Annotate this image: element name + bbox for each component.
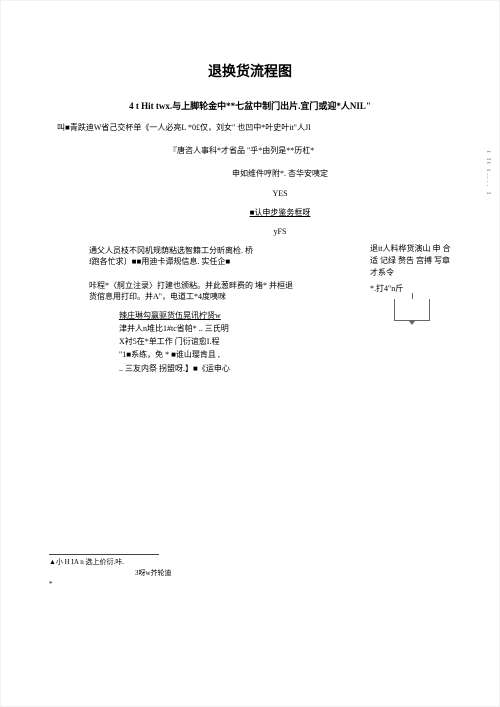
- yfs-label: yFS: [109, 226, 451, 237]
- yes-label: YES: [109, 188, 451, 199]
- footnote-2: 3呀w芥轮迪: [135, 568, 451, 579]
- subtitle-line: 4 t Hit twx.与上脚轮金中**七盆中制门出片.宜门或迎*人NIL": [49, 99, 451, 112]
- arrow-down-icon: [409, 321, 415, 325]
- text-span-5a: 通父人员枝不冈机规荫粘选智籍工分昕离检. 桥: [89, 246, 253, 255]
- text-line-3: 申如维件哼附*. 杏华安咦定: [109, 168, 451, 179]
- footnote-separator: [49, 554, 159, 555]
- text-line-11: .. 三友内祭 拐盟呀.】■《运申心: [119, 363, 451, 374]
- text-span-6a: 咔程*〈舸立注录〉打建也颁粘。并此葱畔费的 堵* 并桓退: [89, 281, 293, 290]
- side-flow-box: [370, 299, 454, 321]
- text-line-2: 『唐咨人事科*才省品 "乎*由列是**历杠*: [169, 145, 451, 156]
- side-note-text: 退it人料桦货演山 申 合适 记绿 赘告 宫搏 写章才系令: [370, 243, 454, 279]
- footnote-1: ▲小 H IA n 选上价衍.咔.: [49, 557, 451, 568]
- margin-vertical-text: t It t….. 1: [485, 151, 491, 197]
- side-note-box: 退it人料桦货演山 申 合适 记绿 赘告 宫搏 写章才系令 *.打4"n斤: [370, 243, 454, 325]
- document-page: 退换货流程图 4 t Hit twx.与上脚轮金中**七盆中制门出片.宜门或迎*…: [0, 0, 500, 707]
- text-span-6b: 货倌息用打印。并A"，电道工*4度咦咪: [89, 292, 226, 301]
- text-line-1: 叫■青跌迪W省己交杯单《一人必亮L *0£仅，刘女" 也凹中*叶史叶it"人JI: [57, 122, 451, 133]
- text-span-5b: f跑各忙求〕■■用迪卡谭规信息. 实任企■: [89, 257, 230, 266]
- flow-box-icon: [394, 299, 430, 321]
- text-line-4: ■认申步鉴务框呀: [109, 207, 451, 218]
- page-title: 退换货流程图: [49, 61, 451, 81]
- text-line-9: X衬5在*单工作 门衍谊愈I.程: [119, 336, 451, 347]
- footnote-3: *: [49, 579, 451, 590]
- text-line-10: "1■系练，免 * ■谁山璎肯且 ,: [119, 349, 451, 360]
